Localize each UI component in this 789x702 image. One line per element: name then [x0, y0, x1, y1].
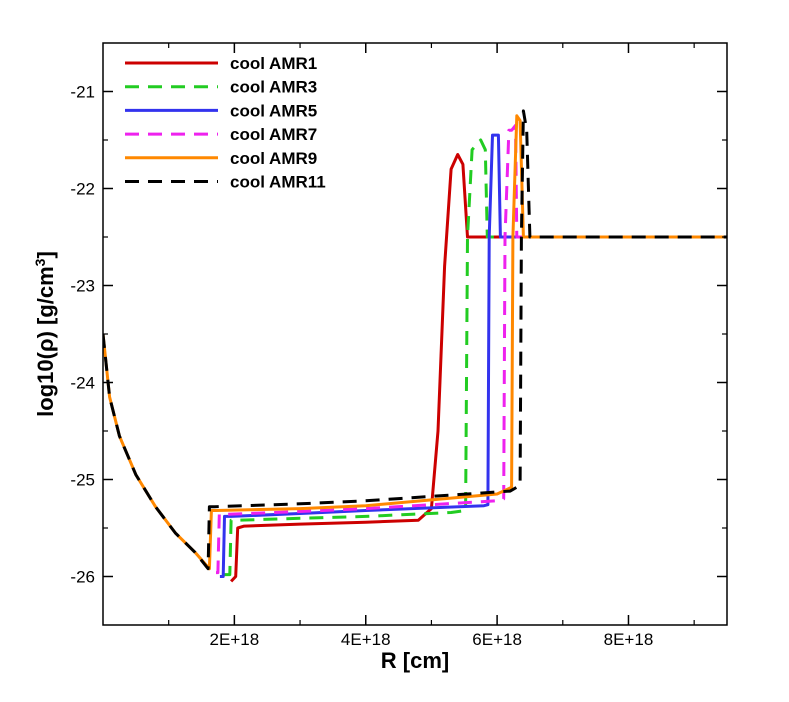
x-tick-label: 8E+18	[604, 630, 654, 649]
x-tick-label: 4E+18	[341, 630, 391, 649]
tick-layer: 2E+18 4E+18 6E+18 8E+18 -21 -22 -23 -24 -25 -26	[70, 43, 727, 649]
y-tick-label: -26	[70, 568, 95, 587]
x-axis-title: R [cm]	[381, 648, 449, 673]
series-line-3	[219, 133, 727, 578]
x-tick-label: 2E+18	[210, 630, 260, 649]
legend-label-4: cool AMR7	[230, 125, 317, 144]
series-line-2	[224, 138, 727, 577]
y-tick-label: -22	[70, 180, 95, 199]
legend-label-3: cool AMR5	[230, 101, 317, 120]
y-tick-label: -24	[70, 374, 95, 393]
y-tick-label: -21	[70, 83, 95, 102]
y-tick-label: -23	[70, 277, 95, 296]
series-line-4	[216, 124, 727, 575]
y-axis-title: log10(ρ) [g/cm3]	[32, 251, 58, 417]
series-layer	[103, 109, 727, 583]
legend-label-2: cool AMR3	[230, 78, 317, 97]
series-line-1	[230, 153, 727, 583]
legend: cool AMR1 cool AMR3 cool AMR5 cool AMR7 cool…	[125, 54, 326, 192]
legend-label-6: cool AMR11	[230, 173, 326, 192]
y-axis-title-main: log10(ρ) [g/cm	[33, 266, 58, 417]
y-axis-title-sup: 3	[32, 258, 48, 266]
y-tick-label: -25	[70, 471, 95, 490]
legend-label-5: cool AMR9	[230, 149, 317, 168]
series-line-6	[103, 109, 727, 571]
y-axis-title-end: ]	[33, 251, 58, 258]
plot-frame	[102, 42, 728, 626]
legend-label-1: cool AMR1	[230, 54, 317, 73]
x-tick-label: 6E+18	[472, 630, 522, 649]
series-line-5	[103, 114, 727, 571]
